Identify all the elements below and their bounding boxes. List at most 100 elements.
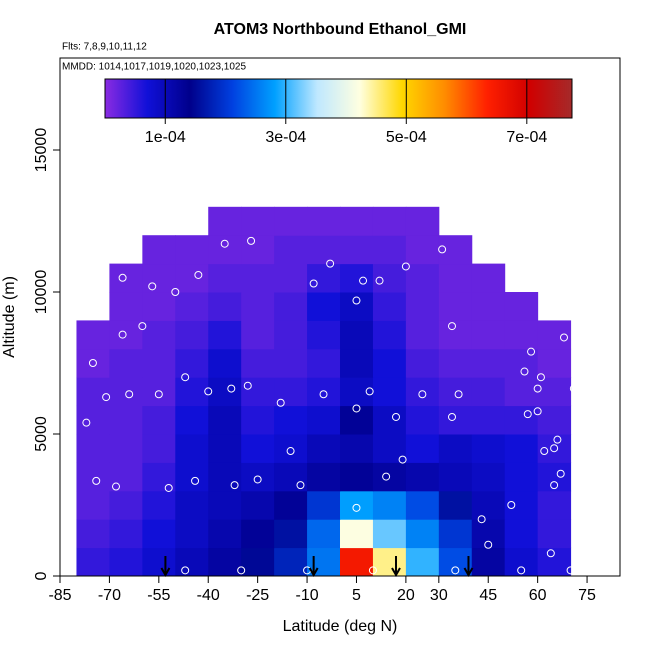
- sample-point: [454, 390, 463, 399]
- heatmap-cell: [504, 320, 539, 350]
- heatmap-cell: [537, 377, 572, 407]
- heatmap-cell: [109, 434, 143, 463]
- heatmap-cell: [274, 434, 308, 463]
- heatmap-cell: [208, 490, 242, 520]
- sample-point: [523, 410, 532, 419]
- sample-point: [365, 387, 374, 396]
- heatmap-cell: [537, 405, 572, 435]
- heatmap-cell: [274, 519, 308, 549]
- sample-point: [276, 398, 285, 407]
- heatmap-cell: [142, 320, 176, 350]
- heatmap-cell: [405, 519, 440, 549]
- y-tick-label: 0: [33, 571, 50, 580]
- heatmap-cell: [537, 348, 572, 378]
- heatmap-cell: [340, 490, 374, 520]
- sample-point: [92, 476, 101, 485]
- heatmap-cell: [307, 490, 341, 520]
- sample-point: [569, 384, 578, 393]
- arrow-head: [160, 567, 171, 578]
- sample-point: [194, 270, 203, 279]
- heatmap-cell: [142, 292, 176, 321]
- heatmap-cell: [405, 235, 440, 265]
- heatmap-cell: [109, 292, 143, 321]
- y-tick-label: 15000: [33, 128, 50, 173]
- heatmap-cell: [504, 377, 539, 407]
- sample-point: [82, 418, 91, 427]
- heatmap-cell: [537, 320, 572, 350]
- heatmap-cell: [274, 547, 308, 577]
- heatmap-cell: [76, 547, 110, 577]
- sample-point: [102, 393, 111, 402]
- heatmap-cell: [142, 490, 176, 520]
- heatmap-cell: [504, 434, 539, 463]
- heatmap-cell: [537, 519, 572, 549]
- heatmap-cell: [372, 348, 407, 378]
- heatmap-cell: [438, 519, 473, 549]
- sample-point: [477, 515, 486, 524]
- heatmap-cell: [307, 348, 341, 378]
- heatmap-cell: [76, 462, 110, 492]
- sample-point: [566, 566, 575, 575]
- heatmap-cell: [471, 490, 506, 520]
- heatmap-cell: [307, 320, 341, 350]
- sample-point: [533, 407, 542, 416]
- sample-point: [359, 276, 368, 285]
- heatmap-cell: [307, 405, 341, 435]
- heatmap-cell: [504, 405, 539, 435]
- heatmap-cell: [241, 206, 275, 236]
- y-tick-label: 5000: [33, 416, 50, 452]
- arrow-head: [391, 567, 401, 578]
- heatmap-cell: [340, 377, 374, 407]
- heatmap-cell: [175, 547, 209, 577]
- arrow-head: [308, 567, 319, 578]
- heatmap-cell: [405, 547, 440, 577]
- heatmap-cell: [109, 490, 143, 520]
- heatmap-cell: [471, 263, 506, 293]
- sample-point: [247, 236, 256, 245]
- sample-point: [286, 447, 295, 456]
- heatmap-cell: [405, 462, 440, 492]
- heatmap-cell: [175, 490, 209, 520]
- heatmap-cell: [340, 320, 374, 350]
- heatmap-cell: [76, 320, 110, 350]
- sample-point: [319, 390, 328, 399]
- heatmap-cell: [307, 263, 341, 293]
- heatmap-cell: [372, 206, 407, 236]
- heatmap-cell: [438, 292, 473, 321]
- sample-point: [88, 359, 97, 368]
- heatmap-cell: [208, 405, 242, 435]
- sample-point: [118, 330, 127, 339]
- heatmap-cell: [438, 263, 473, 293]
- heatmap-cell: [405, 206, 440, 236]
- flight-arrow: [463, 556, 474, 578]
- heatmap-cell: [340, 519, 374, 549]
- x-tick-label: 30: [430, 587, 448, 604]
- heatmap-cell: [340, 263, 374, 293]
- x-axis-label: Latitude (deg N): [283, 618, 398, 635]
- sample-point: [507, 501, 516, 510]
- sample-point: [112, 482, 120, 491]
- heatmap-cell: [340, 292, 374, 321]
- sample-point: [309, 279, 318, 288]
- y-axis-label: Altitude (m): [1, 276, 18, 358]
- heatmap-cell: [405, 405, 440, 435]
- heatmap-cell: [471, 462, 506, 492]
- sample-point: [375, 276, 384, 285]
- sample-point: [392, 412, 400, 421]
- heatmap-cell: [307, 434, 341, 463]
- heatmap-cell: [142, 348, 176, 378]
- sample-point: [401, 262, 410, 271]
- heatmap-cell: [175, 235, 209, 265]
- heatmap-cell: [208, 292, 242, 321]
- sample-point: [154, 390, 163, 399]
- heatmap-cell: [142, 519, 176, 549]
- heatmap-cell: [340, 235, 374, 265]
- heatmap-cell: [142, 547, 176, 577]
- sample-point: [438, 245, 447, 254]
- heatmap-cell: [208, 320, 242, 350]
- heatmap-cell: [307, 235, 341, 265]
- sample-point: [520, 367, 529, 376]
- heatmap-cell: [405, 320, 440, 350]
- heatmap-cell: [471, 405, 506, 435]
- heatmap-cell: [208, 434, 242, 463]
